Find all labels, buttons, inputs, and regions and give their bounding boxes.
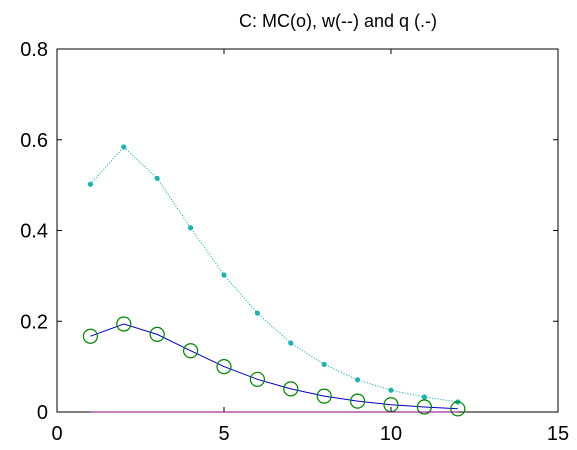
series-0-point xyxy=(388,388,393,393)
series-0-point xyxy=(322,362,327,367)
x-tick-label: 5 xyxy=(218,423,229,445)
series-0-point xyxy=(422,394,427,399)
plot-area: 0 5 10 15 0 0.2 0.4 0.6 0.8 xyxy=(20,39,569,445)
x-tick-label: 10 xyxy=(380,423,402,445)
series-0-point xyxy=(88,182,93,187)
series-0-point xyxy=(221,272,226,277)
series-0-point xyxy=(121,144,126,149)
series-0-point xyxy=(255,310,260,315)
series-0-point xyxy=(355,377,360,382)
y-tick-label: 0.8 xyxy=(20,39,48,61)
series-0-point xyxy=(288,340,293,345)
chart-title: C: MC(o), w(--) and q (.-) xyxy=(239,11,437,31)
series-0-point xyxy=(188,225,193,230)
y-tick-label: 0.2 xyxy=(20,311,48,333)
x-tick-label: 15 xyxy=(547,423,569,445)
series-0-point xyxy=(155,176,160,181)
y-tick-label: 0.6 xyxy=(20,130,48,152)
axes-frame xyxy=(57,49,558,412)
x-tick-label: 0 xyxy=(51,423,62,445)
y-tick-label: 0.4 xyxy=(20,221,48,243)
y-tick-label: 0 xyxy=(37,402,48,424)
